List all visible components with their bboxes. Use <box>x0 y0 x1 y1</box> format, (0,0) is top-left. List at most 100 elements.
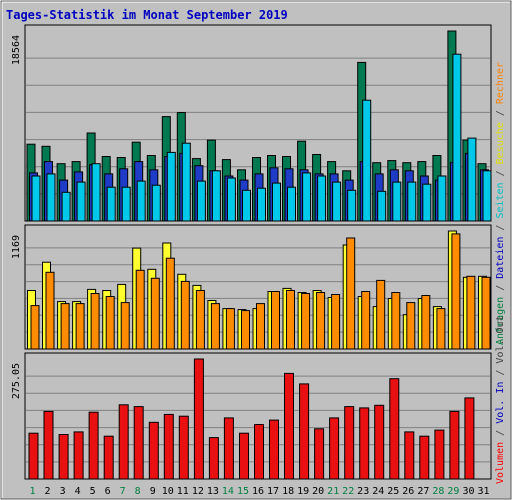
x-tick-label: 11 <box>177 486 189 497</box>
x-tick-label: 23 <box>357 486 369 497</box>
bar-volumen <box>178 415 189 480</box>
axis-legend-part: / <box>495 279 506 297</box>
bar-volumen <box>389 378 400 480</box>
y-max-label: 18564 <box>11 35 22 65</box>
axis-legend-part: Seiten <box>495 182 506 218</box>
x-tick-label: 13 <box>207 486 219 497</box>
bar-rechner <box>165 257 175 350</box>
y-max-label: 1169 <box>11 235 22 259</box>
bar-volumen <box>208 437 219 480</box>
bar-rechner <box>361 291 371 350</box>
bar-seiten <box>437 175 447 222</box>
axis-legend-part: Volumen <box>495 442 506 484</box>
bar-volumen <box>269 419 279 480</box>
bar-rechner <box>195 290 205 350</box>
axis-legend-part: Vol. Out <box>495 315 506 363</box>
bar-volumen <box>58 434 69 480</box>
bar-rechner <box>286 290 295 350</box>
x-axis-labels: 1 2 3 4 5 6 7 8 9 10 11 12 13 14 15 16 17 18 19 20 21 22 23 24 2… <box>29 486 489 497</box>
bar-volumen <box>374 404 385 480</box>
bar-rechner <box>60 303 70 350</box>
bar-seiten <box>332 181 342 222</box>
bar-rechner <box>481 276 491 350</box>
chart-title: Tages-Statistik im Monat September 2019 <box>6 8 288 22</box>
x-tick-label: 22 <box>342 486 354 497</box>
bar-rechner <box>90 293 100 350</box>
bar-rechner <box>271 291 280 350</box>
x-tick-label: 19 <box>297 486 309 497</box>
bar-volumen <box>359 407 370 480</box>
bar-seiten <box>407 181 417 222</box>
bar-volumen <box>223 417 234 480</box>
bar-volumen <box>464 397 475 480</box>
bar-seiten <box>196 180 206 222</box>
x-tick-label: 5 <box>90 486 96 497</box>
bar-volumen <box>28 432 39 480</box>
bar-volumen <box>118 404 129 480</box>
bar-seiten <box>287 186 296 222</box>
bar-seiten <box>106 186 116 222</box>
bar-rechner <box>150 277 160 350</box>
bar-seiten <box>166 151 176 222</box>
x-tick-label: 12 <box>192 486 204 497</box>
right-axis-label-bottom: Volumen / Vol. In / Vol. Out <box>495 315 506 484</box>
bar-volumen <box>344 406 355 480</box>
panel-2: 1169 <box>11 224 492 350</box>
bar-rechner <box>105 296 115 350</box>
bar-seiten <box>392 181 402 222</box>
axis-legend-part: / <box>495 424 506 442</box>
bar-rechner <box>210 303 220 350</box>
bar-volumen <box>434 429 445 480</box>
axis-legend-part: Vol. In <box>495 382 506 424</box>
x-tick-label: 2 <box>44 486 50 497</box>
bar-seiten <box>151 184 161 222</box>
bar-volumen <box>163 413 174 480</box>
bar-rechner <box>135 269 145 350</box>
bar-rechner <box>331 294 341 350</box>
bar-rechner <box>120 302 130 350</box>
bar-seiten <box>226 177 236 222</box>
x-tick-label: 20 <box>312 486 324 497</box>
bar-seiten <box>482 170 492 222</box>
axis-legend-part: Dateien <box>495 237 506 279</box>
bar-volumen <box>239 432 249 480</box>
bar-rechner <box>391 292 401 350</box>
x-tick-label: 3 <box>60 486 66 497</box>
x-tick-label: 21 <box>327 486 339 497</box>
bar-rechner <box>241 310 250 350</box>
bar-rechner <box>256 303 265 350</box>
panel-3: 275.05 <box>11 352 492 480</box>
bar-seiten <box>467 137 477 222</box>
bar-seiten <box>242 189 251 222</box>
bar-volumen <box>299 383 310 480</box>
axis-legend-part: Besuche <box>495 122 506 164</box>
bar-volumen <box>148 421 159 480</box>
axis-legend-part: / <box>495 219 506 237</box>
bar-seiten <box>257 187 266 222</box>
axis-legend-part: / <box>495 164 506 182</box>
x-tick-label: 24 <box>372 486 384 497</box>
bar-seiten <box>452 53 462 222</box>
bar-seiten <box>377 190 387 222</box>
bar-volumen <box>88 411 99 480</box>
axis-legend-part: / <box>495 104 506 122</box>
bar-seiten <box>302 172 312 222</box>
x-tick-label: 1 <box>29 486 35 497</box>
bar-seiten <box>61 191 71 222</box>
bar-seiten <box>121 186 131 222</box>
x-tick-label: 30 <box>462 486 474 497</box>
bar-volumen <box>419 435 430 480</box>
right-axis-label-top: Anfragen / Dateien / Seiten / Besuche / … <box>495 62 506 345</box>
x-tick-label: 17 <box>267 486 279 497</box>
axis-legend-part: / <box>495 364 506 382</box>
bar-seiten <box>136 180 146 222</box>
bar-seiten <box>272 182 281 222</box>
bar-rechner <box>316 292 326 350</box>
bar-volumen <box>284 372 294 480</box>
x-tick-label: 4 <box>75 486 81 497</box>
bar-volumen <box>404 431 415 480</box>
bar-rechner <box>225 308 235 350</box>
x-tick-label: 6 <box>105 486 111 497</box>
bar-volumen <box>314 428 325 480</box>
